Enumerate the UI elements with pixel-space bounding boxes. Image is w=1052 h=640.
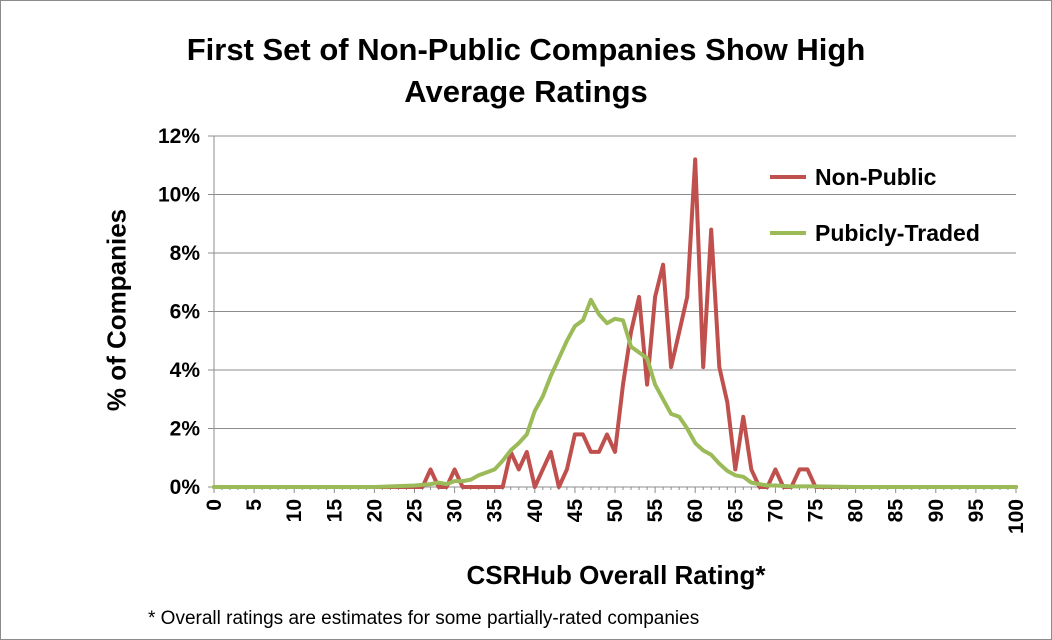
x-tick-label: 15 <box>323 499 346 523</box>
legend: Non-Public Pubicly-Traded <box>770 164 980 246</box>
x-tick-label: 85 <box>885 499 908 523</box>
footnote: * Overall ratings are estimates for some… <box>148 608 700 629</box>
x-tick-label: 50 <box>604 499 627 522</box>
legend-label: Non-Public <box>815 164 937 190</box>
y-tick-label: 4% <box>170 359 201 382</box>
x-tick-label: 60 <box>684 499 707 522</box>
x-tick-label: 45 <box>564 499 587 523</box>
chart-title-line-2: Average Ratings <box>404 74 648 109</box>
series-lines <box>212 157 1018 489</box>
gridlines <box>214 135 1016 429</box>
x-tick-label: 35 <box>484 499 507 523</box>
y-tick-label: 12% <box>158 125 200 148</box>
x-tick-label: 95 <box>965 499 988 523</box>
x-tick-label: 65 <box>724 499 747 523</box>
chart-title-line-1: First Set of Non-Public Companies Show H… <box>186 32 866 67</box>
series-line-pubicly-traded <box>212 297 1018 489</box>
series-line-non-public <box>212 157 1018 489</box>
y-tick-label: 2% <box>170 418 201 441</box>
y-tick-label: 6% <box>170 301 201 324</box>
legend-label: Pubicly-Traded <box>815 220 980 246</box>
axes: 0% 2% 4% 6% 8% 10% 12% 0 5 10 15 20 25 30 35 40 45 50 55 60… <box>158 125 1028 534</box>
x-tick-label: 90 <box>925 499 948 522</box>
y-tick-label: 10% <box>158 184 200 207</box>
x-tick-label: 100 <box>1005 499 1028 534</box>
x-tick-label: 70 <box>764 499 787 522</box>
x-tick-label: 5 <box>243 499 266 511</box>
x-tick-label: 10 <box>283 499 306 522</box>
y-tick-label: 0% <box>170 476 201 499</box>
x-tick-label: 55 <box>644 499 667 523</box>
x-tick-label: 20 <box>363 499 386 522</box>
x-tick-label: 40 <box>524 499 547 522</box>
x-tick-label: 80 <box>845 499 868 522</box>
y-tick-label: 8% <box>170 242 201 265</box>
x-axis-label: CSRHub Overall Rating* <box>466 560 766 590</box>
x-tick-label: 75 <box>805 499 828 523</box>
y-axis-label: % of Companies <box>101 208 132 412</box>
x-tick-label: 30 <box>444 499 467 522</box>
x-tick-label: 0 <box>203 499 226 511</box>
x-tick-label: 25 <box>404 499 427 523</box>
